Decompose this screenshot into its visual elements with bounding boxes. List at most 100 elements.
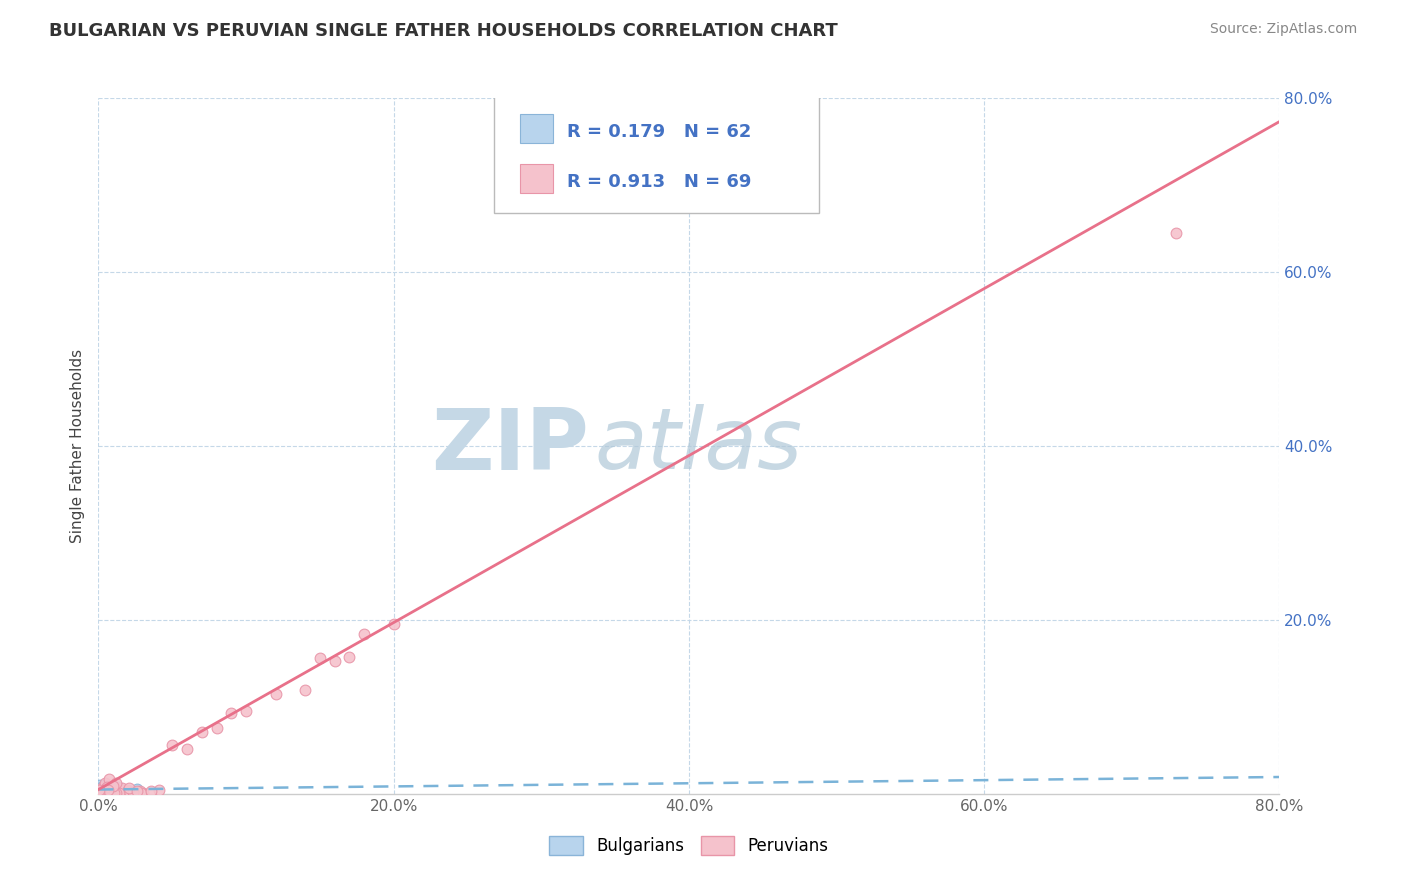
Text: ZIP: ZIP [430, 404, 589, 488]
Point [87, 784, 110, 798]
Point [96, 786, 118, 800]
Point [97, 786, 120, 800]
Point [90, 786, 112, 800]
Point [100, 785, 122, 799]
Point [90, 785, 112, 799]
Point [107, 785, 129, 799]
Point [98, 772, 121, 786]
Point [94, 787, 117, 801]
Point [97, 784, 120, 798]
Point [93, 785, 115, 799]
Point [100, 784, 122, 798]
Point [94, 784, 117, 798]
Point [122, 785, 145, 799]
Point [176, 742, 198, 756]
Point [90, 786, 112, 800]
Point [139, 784, 162, 798]
Point [103, 786, 125, 800]
Point [89, 786, 111, 800]
Point [100, 783, 122, 797]
Point [93, 783, 115, 797]
Point [90, 786, 112, 800]
Point [98, 784, 121, 798]
Point [94, 781, 117, 796]
Point [90, 786, 112, 800]
Point [117, 782, 139, 797]
Point [96, 783, 118, 797]
Point [104, 786, 127, 800]
Point [93, 776, 115, 790]
Point [97, 783, 120, 797]
Point [235, 704, 257, 718]
Point [96, 780, 118, 794]
Point [89, 780, 111, 795]
Point [91, 784, 114, 798]
Point [87, 786, 110, 800]
Point [264, 687, 287, 701]
Point [162, 739, 183, 753]
Point [353, 627, 375, 641]
Point [89, 785, 111, 799]
Point [90, 782, 112, 797]
Point [96, 786, 118, 800]
Point [98, 785, 121, 799]
Point [111, 784, 134, 798]
Point [103, 786, 125, 800]
Point [117, 780, 139, 795]
Point [104, 786, 127, 800]
Point [93, 784, 115, 798]
Point [105, 786, 128, 800]
Point [94, 778, 117, 792]
Point [90, 786, 112, 800]
Point [97, 782, 120, 797]
Point [91, 786, 114, 800]
Point [339, 649, 361, 664]
Point [105, 784, 128, 798]
Point [90, 787, 112, 801]
Text: Source: ZipAtlas.com: Source: ZipAtlas.com [1209, 22, 1357, 37]
Point [100, 779, 122, 793]
Text: R = 0.179   N = 62: R = 0.179 N = 62 [567, 122, 752, 141]
Point [91, 784, 114, 798]
Point [98, 786, 121, 800]
Point [87, 787, 110, 801]
Point [90, 786, 112, 800]
Point [89, 778, 111, 792]
Point [91, 786, 114, 800]
Point [323, 655, 346, 669]
Point [93, 787, 115, 801]
Point [96, 780, 118, 794]
Point [382, 616, 405, 631]
Point [90, 783, 112, 797]
Point [96, 787, 118, 801]
Point [309, 651, 332, 665]
Text: R = 0.913   N = 69: R = 0.913 N = 69 [567, 173, 752, 191]
Point [93, 785, 115, 799]
Point [110, 787, 132, 801]
Point [115, 785, 138, 799]
Point [221, 706, 243, 720]
Point [1166, 226, 1188, 240]
Point [90, 786, 112, 800]
Point [103, 779, 125, 793]
Point [100, 785, 122, 799]
Point [91, 786, 114, 800]
Point [98, 785, 121, 799]
Point [96, 781, 118, 796]
FancyBboxPatch shape [494, 91, 818, 213]
Point [105, 776, 128, 790]
Point [93, 784, 115, 798]
Point [97, 780, 120, 794]
Point [91, 780, 114, 794]
Point [148, 783, 170, 797]
Point [87, 783, 110, 797]
Point [97, 784, 120, 798]
Point [205, 721, 228, 735]
Point [103, 786, 125, 800]
Point [90, 785, 112, 799]
Point [91, 780, 114, 794]
Point [125, 783, 148, 797]
Point [121, 784, 143, 798]
Point [111, 786, 134, 800]
Point [87, 786, 110, 800]
